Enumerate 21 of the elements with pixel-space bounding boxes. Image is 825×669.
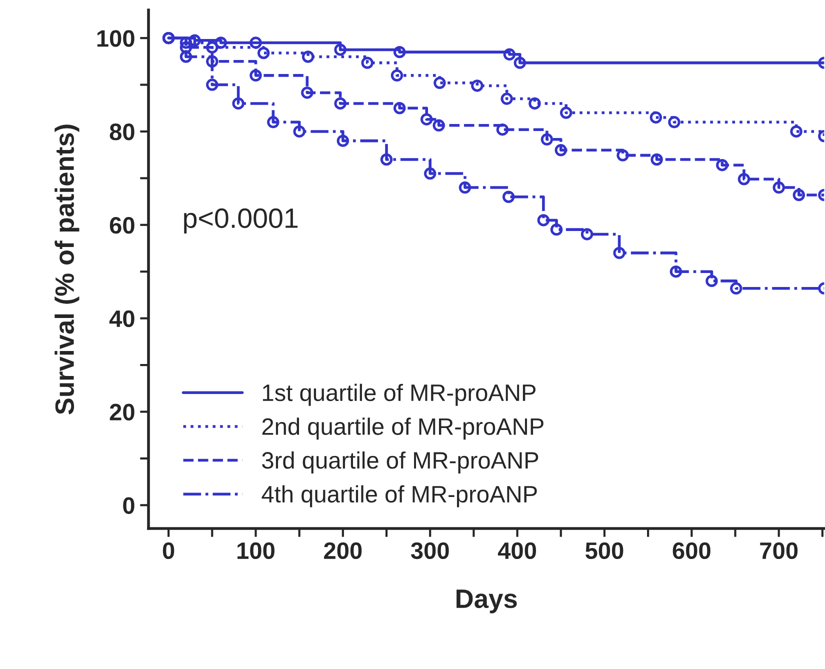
x-tick-label: 600 bbox=[672, 542, 710, 560]
y-tick-label: 40 bbox=[109, 310, 134, 328]
y-axis-title: Survival (% of patients) bbox=[54, 124, 80, 414]
y-tick-label: 100 bbox=[97, 30, 134, 47]
x-tick-label: 300 bbox=[410, 542, 449, 560]
y-tick-label: 0 bbox=[123, 497, 134, 514]
x-axis-title: Days bbox=[456, 590, 517, 614]
legend-label: 4th quartile of MR-proANP bbox=[262, 485, 537, 508]
x-tick-label: 700 bbox=[760, 542, 798, 560]
legend-label: 2nd quartile of MR-proANP bbox=[262, 418, 544, 440]
y-tick-label: 60 bbox=[110, 216, 134, 234]
x-tick-label: 100 bbox=[238, 542, 274, 560]
annotation: p<0.0001 bbox=[184, 208, 298, 234]
y-tick-label: 20 bbox=[110, 404, 134, 421]
legend-label: 3rd quartile of MR-proANP bbox=[262, 451, 538, 474]
legend-label: 1st quartile of MR-proANP bbox=[262, 384, 536, 406]
x-tick-label: 0 bbox=[162, 542, 174, 560]
x-tick-label: 500 bbox=[586, 542, 624, 560]
x-tick-label: 200 bbox=[324, 542, 362, 560]
y-tick-label: 80 bbox=[110, 124, 134, 140]
x-tick-label: 400 bbox=[498, 542, 536, 560]
